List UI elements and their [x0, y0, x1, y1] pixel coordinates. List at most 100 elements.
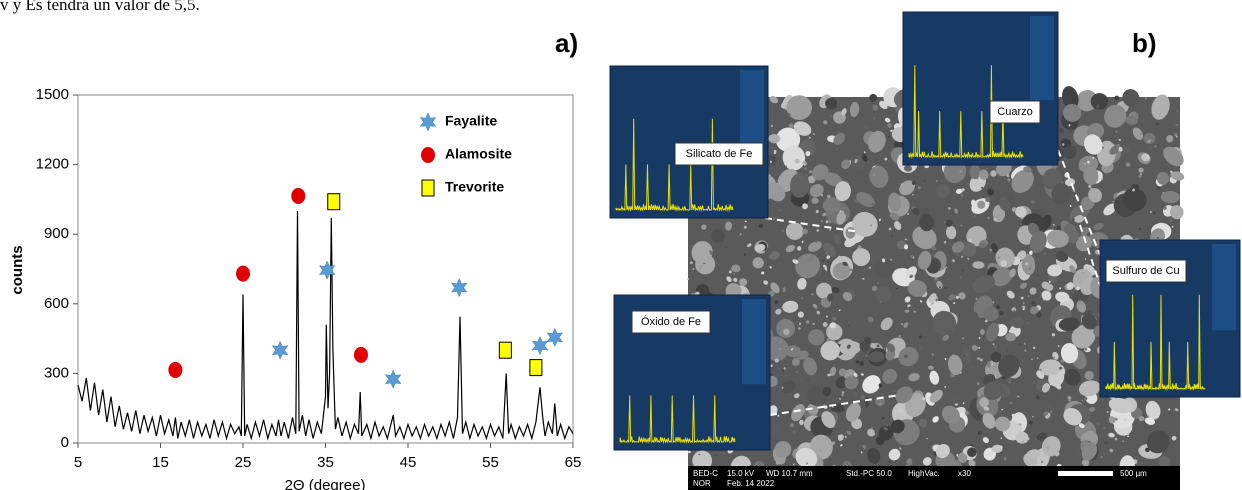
grain: [1029, 250, 1033, 255]
grain: [1060, 359, 1065, 363]
grain: [1011, 207, 1017, 212]
grain: [867, 447, 881, 464]
grain: [826, 194, 831, 199]
grain: [733, 272, 736, 275]
grain: [922, 397, 926, 401]
grain: [972, 274, 995, 293]
grain: [888, 192, 902, 212]
legend-key: [419, 112, 437, 132]
grain: [867, 130, 886, 153]
eds-label-box: [674, 142, 764, 166]
grain: [1054, 451, 1060, 457]
grain: [947, 207, 951, 210]
grain: [989, 178, 993, 182]
grain: [686, 277, 690, 280]
grain: [1051, 183, 1071, 205]
grain: [825, 434, 828, 436]
legend-label: Trevorite: [445, 179, 504, 195]
grain: [957, 452, 968, 463]
grain: [739, 233, 742, 236]
grain: [854, 158, 858, 164]
grain: [1068, 124, 1071, 127]
eds-table: [740, 70, 764, 154]
grain: [887, 160, 890, 163]
grain: [1046, 446, 1050, 450]
grain: [901, 183, 903, 186]
grain: [873, 117, 876, 120]
grain: [860, 394, 866, 400]
grain: [1168, 408, 1171, 411]
grain: [1143, 132, 1156, 145]
grain: [829, 322, 837, 329]
grain: [907, 213, 910, 215]
grain: [845, 402, 861, 422]
grain: [989, 248, 993, 252]
grain: [929, 361, 932, 364]
grain: [1000, 260, 1008, 267]
grain: [1015, 206, 1027, 218]
grain: [918, 418, 928, 428]
grain: [1055, 251, 1069, 262]
grain: [862, 444, 867, 449]
grain: [907, 304, 911, 308]
grain: [801, 297, 804, 300]
grain: [824, 438, 827, 441]
grain: [1029, 287, 1037, 295]
grain: [1032, 381, 1036, 384]
grain: [1041, 436, 1061, 457]
grain: [904, 296, 911, 303]
grain: [869, 165, 889, 188]
grain: [1166, 134, 1174, 143]
grain: [1021, 253, 1036, 276]
grain: [977, 382, 980, 385]
grain: [1149, 147, 1152, 149]
grain: [882, 450, 886, 454]
grain: [1041, 281, 1050, 290]
grain: [822, 322, 828, 327]
grain: [798, 322, 802, 326]
grain: [999, 445, 1003, 449]
grain: [692, 267, 695, 271]
grain: [898, 335, 902, 339]
grain: [1072, 218, 1075, 221]
grain: [1051, 333, 1056, 337]
grain: [896, 287, 898, 290]
grain: [770, 282, 780, 294]
grain: [1108, 432, 1115, 438]
grain: [990, 170, 997, 177]
grain: [1000, 437, 1003, 439]
marker: [450, 277, 468, 298]
grain: [1127, 435, 1130, 438]
grain: [698, 264, 703, 270]
grain: [1063, 103, 1082, 122]
grain: [935, 444, 950, 459]
grain: [846, 430, 852, 435]
grain: [739, 278, 748, 287]
grain: [986, 167, 989, 170]
grain: [860, 373, 864, 376]
grain: [781, 386, 784, 389]
grain: [947, 294, 957, 301]
grain: [954, 403, 958, 406]
grain: [809, 183, 824, 198]
grain: [769, 160, 772, 163]
y-axis-label: counts: [9, 245, 26, 294]
grain: [897, 407, 904, 414]
grain: [1083, 166, 1099, 186]
grain: [865, 208, 868, 211]
grain: [1046, 229, 1069, 248]
grain: [980, 368, 984, 372]
grain: [888, 227, 892, 231]
grain: [1141, 153, 1150, 162]
grain: [1009, 268, 1016, 278]
marker: [291, 187, 306, 204]
grain: [1092, 156, 1095, 159]
grain: [1161, 191, 1165, 194]
grain: [815, 209, 819, 214]
grain: [1170, 219, 1173, 222]
grain: [808, 241, 822, 252]
grain: [875, 286, 892, 303]
grain: [913, 310, 916, 313]
grain: [806, 462, 809, 465]
marker: [271, 340, 289, 360]
